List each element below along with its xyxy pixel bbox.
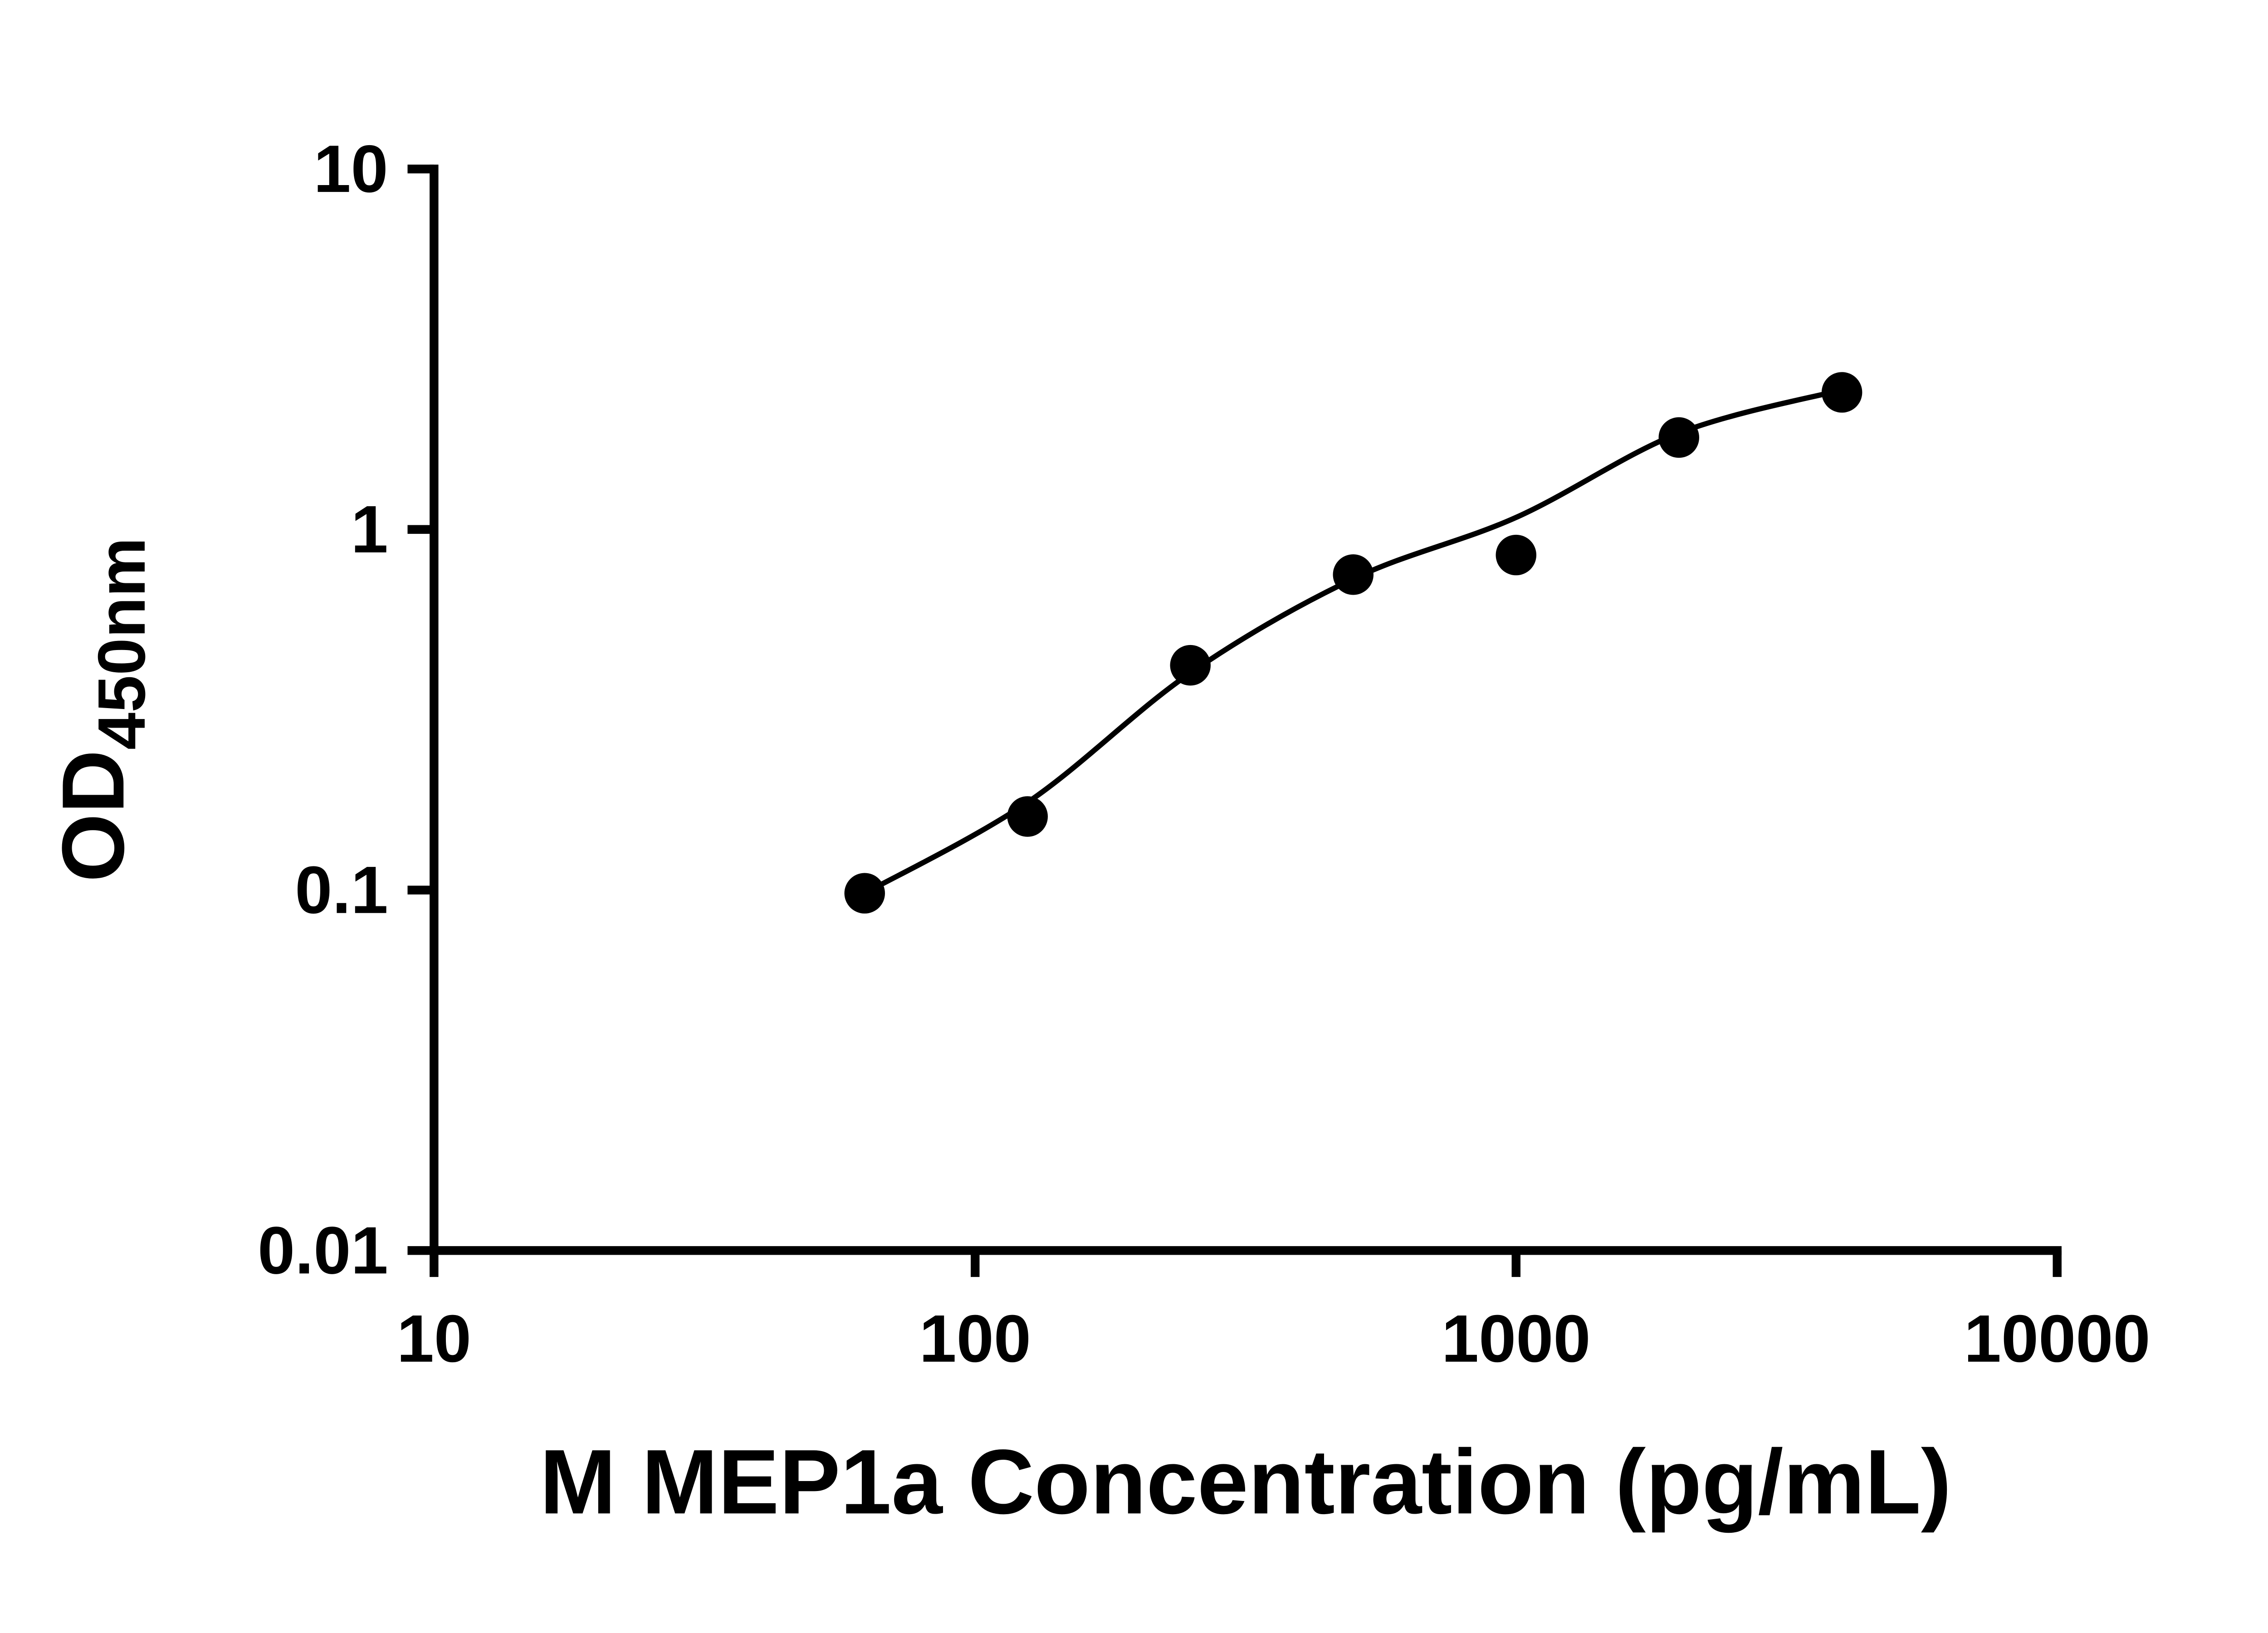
y-tick-label: 10 bbox=[313, 132, 388, 206]
x-tick-label: 10 bbox=[397, 1301, 471, 1376]
x-tick-label: 10000 bbox=[1964, 1301, 2151, 1376]
data-point-marker bbox=[844, 873, 885, 914]
y-axis-title: OD450nm bbox=[44, 538, 159, 882]
data-point-marker bbox=[1658, 417, 1700, 458]
y-tick-label: 1 bbox=[351, 492, 388, 567]
data-point-marker bbox=[1333, 554, 1374, 595]
y-tick-label: 0.1 bbox=[295, 853, 388, 928]
y-axis-title-subscript: 450nm bbox=[84, 538, 159, 750]
data-point-marker bbox=[1007, 796, 1048, 837]
data-point-marker bbox=[1496, 534, 1537, 576]
y-axis-title-main: OD bbox=[44, 750, 142, 882]
y-tick-label: 0.01 bbox=[258, 1213, 388, 1288]
x-tick-label: 1000 bbox=[1442, 1301, 1591, 1376]
data-point-marker bbox=[1821, 372, 1862, 413]
data-point-marker bbox=[1170, 645, 1211, 686]
x-tick-label: 100 bbox=[919, 1301, 1031, 1376]
x-axis-title: M MEP1a Concentration (pg/mL) bbox=[540, 1430, 1951, 1533]
